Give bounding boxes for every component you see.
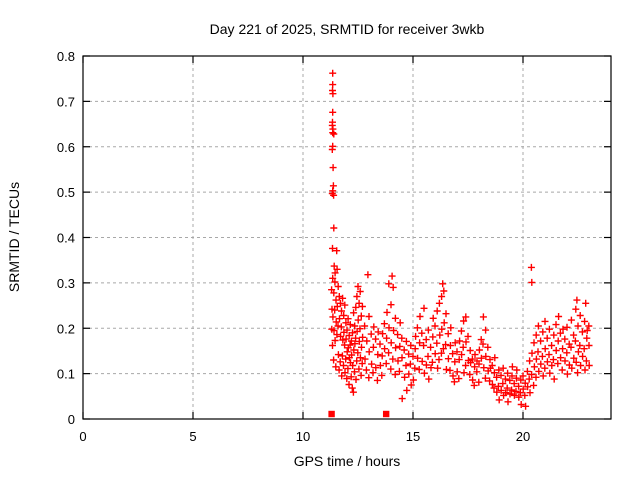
x-axis-label: GPS time / hours	[293, 453, 401, 469]
chart-title: Day 221 of 2025, SRMTID for receiver 3wk…	[209, 21, 485, 37]
y-tick-label: 0.6	[57, 140, 75, 155]
x-tick-label: 5	[189, 429, 196, 444]
x-tick-label: 20	[516, 429, 530, 444]
x-tick-label: 0	[79, 429, 86, 444]
data-points	[328, 69, 593, 410]
x-tick-label: 10	[296, 429, 310, 444]
y-tick-label: 0.4	[57, 231, 75, 246]
y-tick-label: 0.3	[57, 276, 75, 291]
x-tick-label: 15	[406, 429, 420, 444]
gridlines	[83, 56, 611, 419]
baseline-square-marker	[382, 410, 390, 418]
y-tick-label: 0.8	[57, 49, 75, 64]
y-tick-label: 0.2	[57, 321, 75, 336]
y-tick-label: 0	[68, 412, 75, 427]
tick-marks	[82, 55, 611, 420]
x-tick-labels: 0 5 10 15 20	[79, 429, 530, 444]
y-tick-labels: 0 0.1 0.2 0.3 0.4 0.5 0.6 0.7 0.8	[57, 49, 75, 427]
y-tick-label: 0.5	[57, 185, 75, 200]
y-tick-label: 0.1	[57, 367, 75, 382]
y-tick-label: 0.7	[57, 94, 75, 109]
baseline-square-marker	[328, 410, 335, 418]
baseline-markers	[328, 410, 390, 418]
